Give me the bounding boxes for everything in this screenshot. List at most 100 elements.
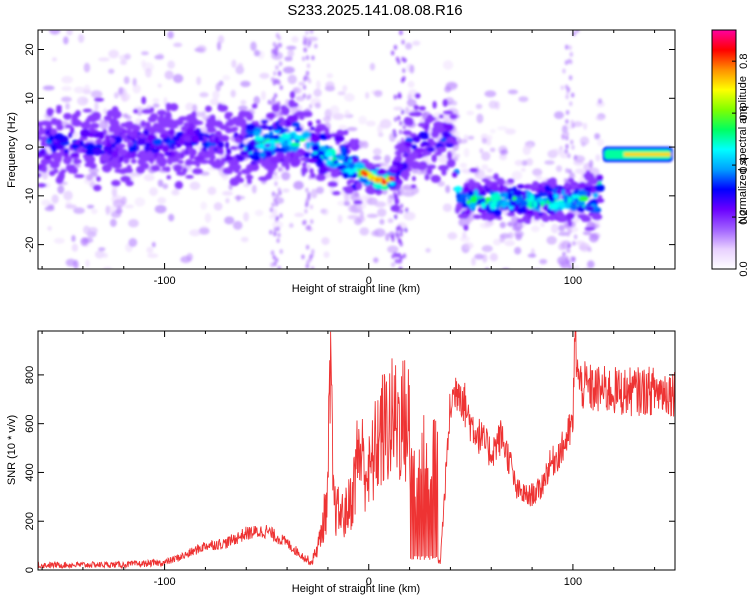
spectrogram-blob <box>394 197 400 205</box>
spectrogram-streak <box>269 229 273 235</box>
spectrogram-speckle <box>80 237 89 247</box>
spectrogram-speckle <box>530 225 540 233</box>
spectrogram-blob <box>537 192 549 197</box>
spectrogram-blob <box>390 204 401 212</box>
spectrogram-blob <box>195 160 201 168</box>
spectrogram-speckle <box>459 235 471 243</box>
spectrogram-speckle <box>118 86 124 95</box>
spectrogram-blob <box>132 145 138 152</box>
spectrogram-blob <box>40 140 45 148</box>
spectrogram-blob <box>240 150 249 156</box>
spectrogram-speckle <box>240 80 251 88</box>
spectrogram-blob <box>281 106 290 116</box>
spectrogram-speckle <box>525 158 534 166</box>
spectrogram-streak <box>394 258 399 264</box>
spectrogram-blob <box>460 202 469 209</box>
spectrogram-speckle <box>152 103 160 108</box>
spectrogram-speckle <box>254 209 264 217</box>
spectrogram-speckle <box>387 218 394 224</box>
spectrogram-speckle <box>281 171 291 181</box>
spectrogram-streak <box>310 248 315 254</box>
spectrogram-blob <box>70 152 80 157</box>
spectrogram-blob <box>484 197 492 202</box>
spectrogram-speckle <box>499 235 506 243</box>
spectrogram-blob <box>275 147 286 153</box>
spectrogram-streak <box>278 61 283 67</box>
spectrogram-speckle <box>240 99 247 105</box>
colorbar-tick-label: 0.8 <box>738 54 750 69</box>
spectrogram-xtick-label: 100 <box>564 275 582 287</box>
spectrogram-blob <box>203 141 208 148</box>
spectrogram-blob <box>250 164 260 169</box>
spectrogram-blob <box>340 145 346 155</box>
spectrogram-speckle <box>123 76 130 85</box>
spectrogram-speckle <box>447 232 458 240</box>
spectrogram-blob <box>156 109 167 116</box>
spectrogram-blob <box>403 117 412 125</box>
spectrogram-blob <box>207 152 215 158</box>
spectrogram-blob <box>72 119 81 127</box>
spectrogram-streak <box>307 78 312 84</box>
spectrogram-speckle <box>463 242 474 250</box>
spectrogram-streak <box>560 85 565 91</box>
spectrogram-blob <box>324 151 333 158</box>
spectrogram-speckle <box>140 51 149 56</box>
spectrogram-streak <box>301 220 306 226</box>
spectrogram-blob <box>167 156 173 165</box>
spectrogram-streak <box>279 85 284 91</box>
spectrogram-streak <box>302 40 307 46</box>
spectrogram-speckle <box>462 231 467 239</box>
spectrogram-blob <box>290 157 301 167</box>
spectrogram-speckle <box>222 74 231 81</box>
spectrogram-blob <box>337 154 346 161</box>
spectrogram-blob <box>351 158 359 164</box>
spectrogram-blob <box>143 145 150 151</box>
spectrogram-blob <box>213 147 218 152</box>
spectrogram-blob <box>155 127 166 134</box>
spectrogram-streak <box>307 163 311 169</box>
spectrogram-ytick-label: -10 <box>24 188 36 204</box>
spectrogram-streak <box>305 70 310 76</box>
spectrogram-speckle <box>109 218 117 227</box>
spectrogram-blob <box>454 185 463 193</box>
spectrogram-speckle <box>132 77 137 87</box>
spectrogram-blob <box>63 156 72 165</box>
spectrogram-blob <box>151 148 159 154</box>
spectrogram-blob <box>597 195 603 200</box>
spectrogram-speckle <box>306 36 319 42</box>
spectrogram-streak <box>273 261 277 267</box>
spectrogram-blob <box>555 210 564 219</box>
spectrogram-speckle <box>261 179 267 185</box>
spectrogram-speckle <box>94 250 105 259</box>
spectrogram-speckle <box>518 96 529 103</box>
spectrogram-streak <box>273 231 277 237</box>
spectrogram-blob <box>121 133 127 139</box>
spectrogram-blob <box>522 192 528 200</box>
spectrogram-speckle <box>520 167 526 172</box>
spectrogram-blob <box>260 124 270 130</box>
spectrogram-streak <box>398 93 402 99</box>
spectrogram-blob <box>402 130 412 136</box>
spectrogram-blob <box>225 141 230 150</box>
spectrogram-blob <box>98 131 105 140</box>
spectrogram-blob <box>459 193 468 198</box>
spectrogram-blob <box>404 141 412 147</box>
spectrogram-blob <box>314 127 322 134</box>
spectrogram-streak <box>305 197 310 203</box>
spectrogram-speckle <box>467 135 475 140</box>
spectrogram-peak <box>381 180 387 185</box>
spectrogram-streak <box>397 224 402 230</box>
spectrogram-blob <box>441 131 451 139</box>
spectrogram-speckle <box>594 133 601 140</box>
spectrogram-blob <box>185 127 195 135</box>
spectrogram-blob <box>130 158 137 164</box>
spectrogram-blob <box>446 151 452 160</box>
spectrogram-speckle <box>402 184 414 191</box>
spectrogram-blob <box>571 194 581 199</box>
spectrogram-blob <box>499 184 504 193</box>
spectrogram-ytick-label: 20 <box>24 43 36 55</box>
spectrogram-blob <box>418 122 427 128</box>
spectrogram-blob <box>344 186 354 194</box>
spectrogram-blob <box>519 200 528 207</box>
spectrogram-blob <box>349 140 357 149</box>
